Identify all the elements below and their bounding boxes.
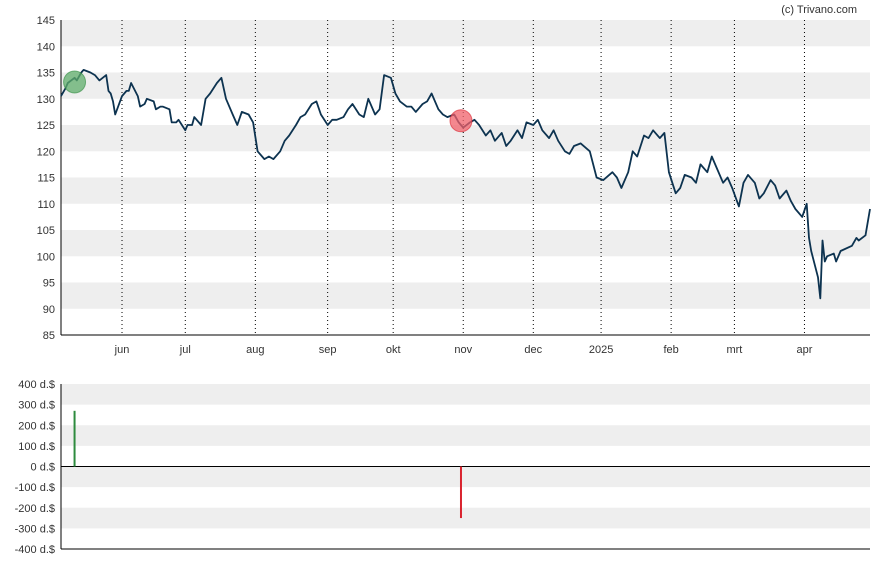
volume-y-tick-label: 400 d.$ bbox=[18, 379, 55, 391]
price-band bbox=[61, 282, 870, 309]
x-tick-label: dec bbox=[524, 344, 542, 356]
volume-y-tick-label: -400 d.$ bbox=[15, 544, 55, 556]
x-tick-label: 2025 bbox=[589, 344, 613, 356]
price-band bbox=[61, 20, 870, 47]
x-tick-label: okt bbox=[386, 344, 401, 356]
y-tick-label: 95 bbox=[43, 278, 55, 290]
y-tick-label: 105 bbox=[37, 225, 55, 237]
x-tick-label: sep bbox=[319, 344, 337, 356]
x-tick-label: nov bbox=[454, 344, 472, 356]
volume-y-tick-label: 300 d.$ bbox=[18, 400, 55, 412]
y-tick-label: 135 bbox=[37, 68, 55, 80]
buy-signal-marker bbox=[63, 70, 87, 94]
y-tick-label: 115 bbox=[37, 173, 55, 185]
volume-y-tick-label: 100 d.$ bbox=[18, 441, 55, 453]
price-line bbox=[60, 69, 871, 300]
price-band bbox=[61, 230, 870, 257]
credit-text: (c) Trivano.com bbox=[781, 4, 857, 16]
volume-band bbox=[61, 425, 870, 446]
y-tick-label: 120 bbox=[37, 146, 55, 158]
volume-band bbox=[61, 507, 870, 529]
trade-volume-chart: 400 d.$ 300 d.$ 200 d.$ 100 d.$ 0 d.$ -100 d.… bbox=[15, 379, 870, 556]
y-tick-label: 130 bbox=[37, 94, 55, 106]
x-tick-label: feb bbox=[663, 344, 678, 356]
x-tick-label: aug bbox=[246, 344, 264, 356]
volume-y-tick-label: -100 d.$ bbox=[15, 482, 55, 494]
volume-y-tick-label: 200 d.$ bbox=[18, 420, 55, 432]
volume-band bbox=[61, 384, 870, 405]
x-tick-label: mrt bbox=[726, 344, 742, 356]
y-tick-label: 85 bbox=[43, 330, 55, 342]
price-chart: jun jul aug sep okt nov dec 2025 feb mrt apr 145 140… bbox=[37, 15, 871, 356]
y-tick-label: 90 bbox=[43, 304, 55, 316]
x-tick-label: jul bbox=[179, 344, 191, 356]
y-tick-label: 110 bbox=[37, 199, 55, 211]
y-tick-label: 140 bbox=[37, 41, 55, 53]
volume-y-tick-label: -200 d.$ bbox=[15, 503, 55, 515]
x-tick-label: apr bbox=[797, 344, 813, 356]
y-tick-label: 125 bbox=[37, 120, 55, 132]
volume-y-tick-label: -300 d.$ bbox=[15, 523, 55, 535]
price-band bbox=[61, 177, 870, 204]
y-tick-label: 145 bbox=[37, 15, 55, 27]
price-band bbox=[61, 72, 870, 99]
y-tick-label: 100 bbox=[37, 251, 55, 263]
x-tick-label: jun bbox=[114, 344, 130, 356]
sell-signal-marker bbox=[449, 109, 473, 133]
volume-y-tick-label: 0 d.$ bbox=[31, 462, 55, 474]
volume-band bbox=[61, 466, 870, 488]
